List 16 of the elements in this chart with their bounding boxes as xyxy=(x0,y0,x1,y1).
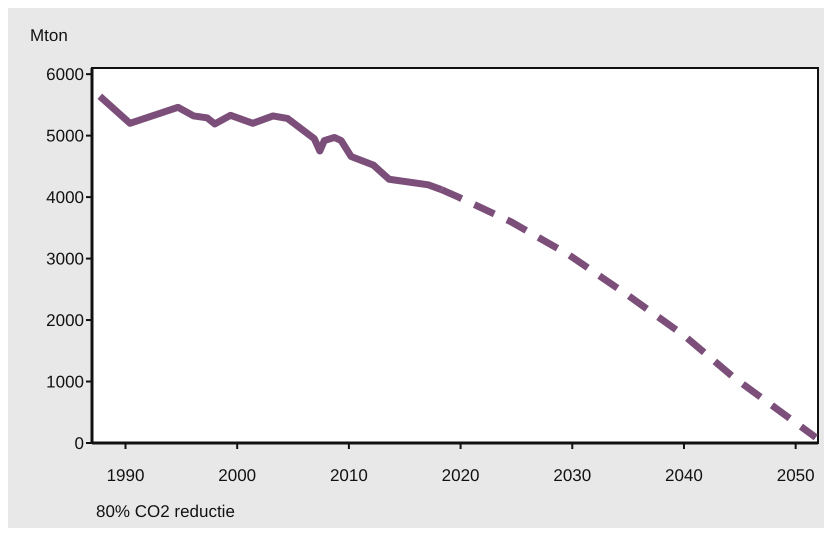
text: 80% CO2 reductie xyxy=(96,502,235,522)
x-tick-label: 2000 xyxy=(218,466,256,486)
y-tick-label: 0 xyxy=(74,434,84,454)
y-tick-label: 2000 xyxy=(46,311,84,330)
y-tick-label: 1000 xyxy=(46,372,84,392)
x-tick-label: 2010 xyxy=(330,466,368,486)
y-tick-label: 6000 xyxy=(46,65,84,84)
x-tick-label: 2040 xyxy=(665,466,703,486)
x-tick-label: 2020 xyxy=(442,466,480,486)
y-tick-label: 4000 xyxy=(46,188,84,208)
y-tick-label: 3000 xyxy=(46,250,84,269)
x-tick-label: 2030 xyxy=(553,466,592,486)
x-tick-label: 2050 xyxy=(776,466,815,486)
y-tick-label: 5000 xyxy=(46,126,84,146)
x-tick-label: 1990 xyxy=(106,466,144,486)
y-axis-title: Mton xyxy=(30,26,68,46)
